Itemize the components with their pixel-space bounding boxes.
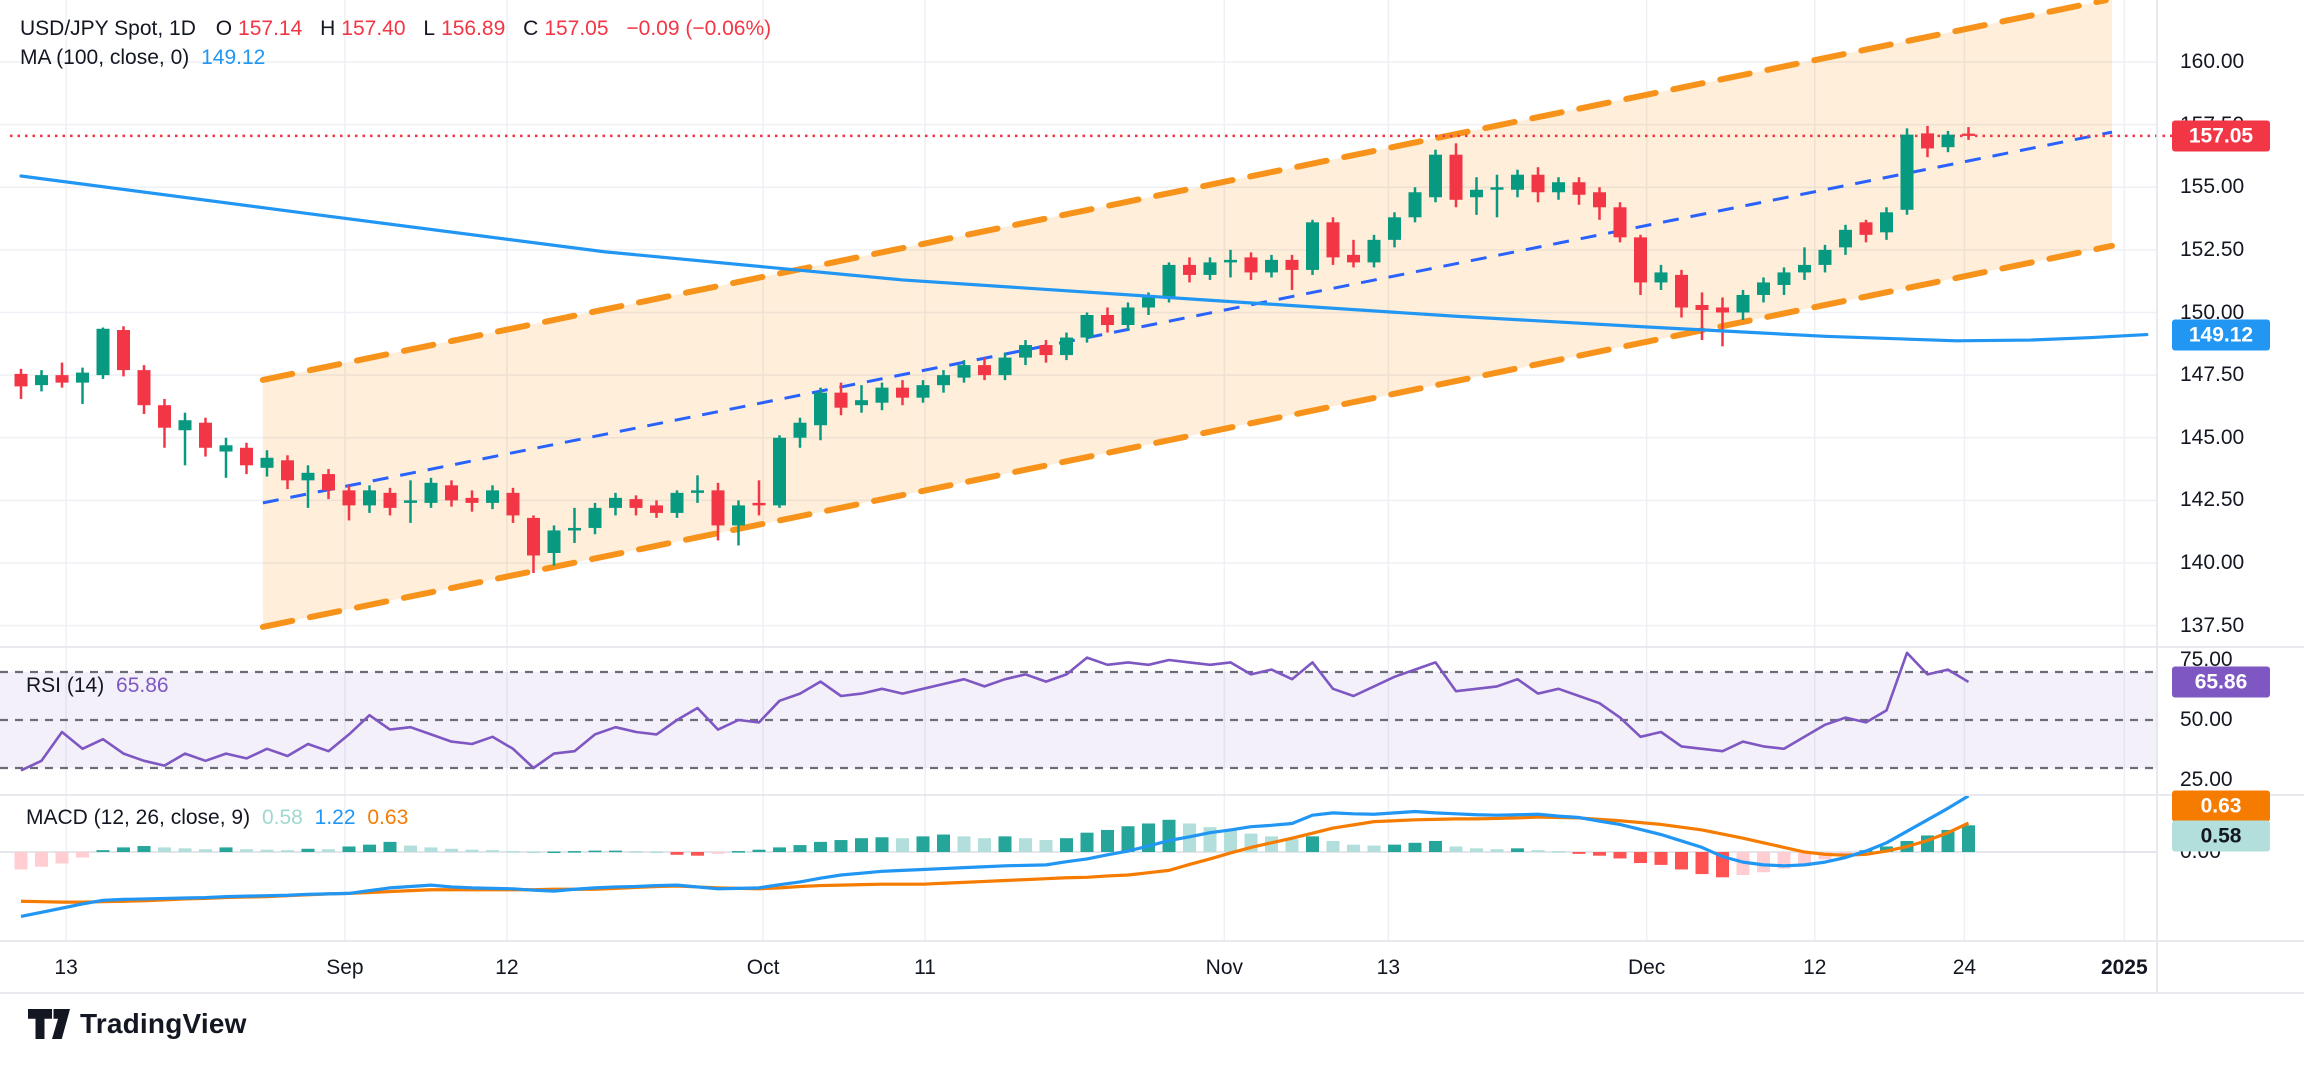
trend-channel bbox=[259, 0, 2115, 630]
macd-line-value: 1.22 bbox=[314, 806, 356, 829]
time-axis-label: 11 bbox=[914, 956, 936, 979]
open-label: O 157.14 bbox=[215, 17, 303, 40]
price-axis-label: 145.00 bbox=[2180, 425, 2245, 449]
candlestick-series bbox=[14, 125, 1975, 574]
tradingview-logo-text: TradingView bbox=[80, 1008, 247, 1039]
time-axis-label: 12 bbox=[1803, 956, 1827, 979]
high-label: H 157.40 bbox=[320, 17, 406, 40]
legend-macd[interactable]: MACD (12, 26, close, 9) 0.58 1.22 0.63 bbox=[26, 806, 414, 830]
rsi-axis-label: 75.00 bbox=[2180, 648, 2233, 671]
rsi-pane bbox=[0, 651, 2157, 772]
rsi-axis-label: 50.00 bbox=[2180, 708, 2233, 731]
time-axis-label: Oct bbox=[746, 956, 780, 979]
close-label: C 157.05 bbox=[523, 17, 609, 40]
high-value: 157.40 bbox=[341, 17, 406, 40]
ma-label: MA (100, close, 0) bbox=[20, 46, 190, 69]
time-axis-label: 13 bbox=[54, 956, 78, 979]
price-axis-label: 147.50 bbox=[2180, 363, 2245, 387]
time-axis-label: 2025 bbox=[2100, 956, 2148, 979]
time-axis-label: 12 bbox=[495, 956, 519, 979]
tradingview-logo-icon bbox=[28, 1009, 70, 1039]
price-axis-label: 142.50 bbox=[2180, 488, 2245, 512]
macd-signal-badge: 0.63 bbox=[2172, 790, 2270, 822]
rsi-value-badge: 65.86 bbox=[2172, 666, 2270, 698]
time-axis-label: Nov bbox=[1205, 956, 1244, 979]
ma100-line bbox=[19, 174, 2149, 343]
low-label: L 156.89 bbox=[423, 17, 506, 40]
legend-ma[interactable]: MA (100, close, 0) 149.12 bbox=[20, 46, 271, 70]
time-axis-label: 24 bbox=[1952, 956, 1977, 979]
ma-value: 149.12 bbox=[201, 46, 266, 69]
macd-label: MACD (12, 26, close, 9) bbox=[26, 806, 251, 829]
rsi-value: 65.86 bbox=[116, 674, 169, 697]
price-axis-label: 152.50 bbox=[2180, 237, 2245, 261]
price-axis-label: 137.50 bbox=[2180, 613, 2245, 637]
price-axis-label: 155.00 bbox=[2180, 175, 2245, 199]
macd-signal-value: 0.63 bbox=[367, 806, 409, 829]
symbol-title: USD/JPY Spot, 1D bbox=[20, 17, 196, 40]
price-axis-label: 140.00 bbox=[2180, 551, 2245, 574]
macd-pane bbox=[0, 796, 2157, 918]
time-axis-label: Sep bbox=[326, 956, 364, 979]
legend-rsi[interactable]: RSI (14) 65.86 bbox=[26, 674, 175, 698]
last-price-badge: 157.05 bbox=[2172, 120, 2270, 152]
rsi-axis-label: 25.00 bbox=[2180, 768, 2233, 791]
change-value: −0.09 (−0.06%) bbox=[626, 17, 772, 40]
price-axis-label: 160.00 bbox=[2180, 50, 2245, 73]
low-value: 156.89 bbox=[441, 17, 506, 40]
macd-hist-badge: 0.58 bbox=[2172, 820, 2270, 852]
grid-lines bbox=[0, 0, 2157, 941]
ma-value-badge: 149.12 bbox=[2172, 319, 2270, 351]
close-value: 157.05 bbox=[544, 17, 609, 40]
legend-price[interactable]: USD/JPY Spot, 1D O 157.14 H 157.40 L 156.89… bbox=[20, 17, 777, 41]
macd-hist-value: 0.58 bbox=[261, 806, 303, 829]
price-axis-label: 150.00 bbox=[2180, 300, 2245, 324]
time-axis-label: 13 bbox=[1376, 956, 1401, 979]
rsi-label: RSI (14) bbox=[26, 674, 105, 697]
tradingview-logo[interactable]: TradingView bbox=[28, 1008, 247, 1040]
time-axis-label: Dec bbox=[1627, 956, 1666, 979]
open-value: 157.14 bbox=[238, 17, 303, 40]
